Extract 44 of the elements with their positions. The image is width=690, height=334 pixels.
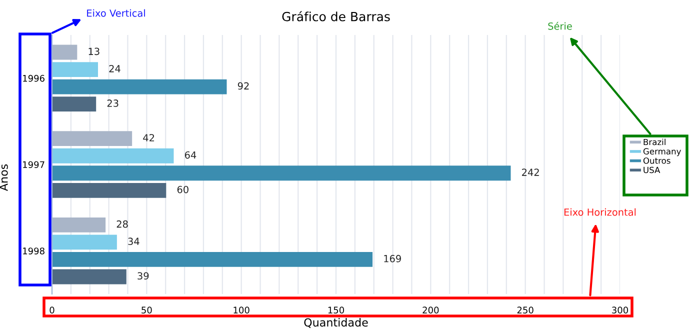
legend-label: Brazil <box>644 138 666 146</box>
data-label: 42 <box>143 134 154 142</box>
data-label: 92 <box>238 82 249 90</box>
x-tick-label: 150 <box>328 306 344 314</box>
data-label: 28 <box>116 220 128 228</box>
text: Série <box>548 22 572 30</box>
x-tick-label: 300 <box>612 306 628 314</box>
bar <box>52 79 227 94</box>
x-tick-label: 250 <box>517 306 534 314</box>
x-tick-label: 100 <box>234 306 250 314</box>
data-label: 169 <box>384 254 401 262</box>
data-label: 242 <box>522 168 539 176</box>
data-label: 39 <box>138 272 149 280</box>
legend-label: Outros <box>643 158 670 164</box>
bar <box>52 234 117 250</box>
annotation: Eixo Horizontal <box>564 208 636 216</box>
x-tick-label: 200 <box>422 306 439 314</box>
text: Eixo Vertical <box>87 9 145 17</box>
y-axis-title: Anos <box>0 164 8 191</box>
bar <box>52 44 78 60</box>
bar <box>52 96 96 112</box>
data-label: 34 <box>128 238 140 246</box>
legend-label: USA <box>644 166 660 174</box>
data-label: 24 <box>109 65 120 72</box>
bar <box>52 217 106 232</box>
x-tick-label: 50 <box>142 306 152 314</box>
y-tick-label: 1996 <box>23 74 44 82</box>
y-tick-label: 1997 <box>23 161 44 168</box>
data-label: 60 <box>177 186 188 194</box>
bar <box>52 166 511 181</box>
bar <box>52 131 132 146</box>
data-label: 23 <box>107 100 118 107</box>
legend-label: Germany <box>643 148 682 156</box>
x-axis-title: Quantidade <box>304 318 368 328</box>
data-label: 13 <box>88 48 100 56</box>
chart-title: Gráfico de Barras <box>282 11 390 22</box>
x-tick-label: 0 <box>50 306 54 314</box>
bar <box>52 62 98 77</box>
bar <box>52 269 126 284</box>
bar <box>52 252 373 267</box>
y-tick-label: 1998 <box>23 248 44 254</box>
bar <box>52 148 174 164</box>
bar <box>52 182 166 198</box>
data-label: 64 <box>184 151 196 159</box>
